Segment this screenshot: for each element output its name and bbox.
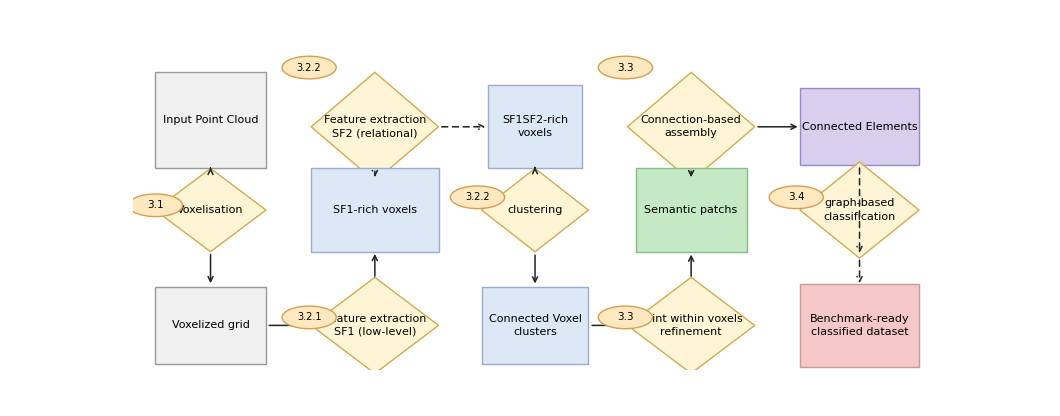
Text: 3.3: 3.3	[617, 62, 634, 72]
Text: Feature extraction
SF1 (low-level): Feature extraction SF1 (low-level)	[323, 314, 426, 337]
FancyBboxPatch shape	[155, 287, 266, 364]
Text: graph-based
classification: graph-based classification	[824, 198, 896, 222]
Ellipse shape	[770, 186, 824, 208]
Polygon shape	[800, 162, 919, 258]
Ellipse shape	[282, 56, 336, 79]
Polygon shape	[628, 277, 755, 374]
FancyBboxPatch shape	[481, 287, 588, 364]
Ellipse shape	[282, 306, 336, 329]
Text: 3.2.1: 3.2.1	[297, 312, 321, 322]
Polygon shape	[481, 168, 588, 252]
Polygon shape	[628, 72, 755, 181]
Text: Input Point Cloud: Input Point Cloud	[163, 115, 259, 125]
Text: Feature extraction
SF2 (relational): Feature extraction SF2 (relational)	[323, 115, 426, 139]
FancyBboxPatch shape	[800, 284, 919, 367]
Text: Connected Elements: Connected Elements	[801, 122, 917, 132]
Text: Benchmark-ready
classified dataset: Benchmark-ready classified dataset	[810, 314, 909, 337]
Text: Voxelisation: Voxelisation	[177, 205, 244, 215]
Text: 3.2.2: 3.2.2	[297, 62, 321, 72]
FancyBboxPatch shape	[155, 72, 266, 168]
Text: 3.3: 3.3	[617, 312, 634, 322]
Text: SF1-rich voxels: SF1-rich voxels	[333, 205, 417, 215]
Polygon shape	[312, 72, 439, 181]
FancyBboxPatch shape	[636, 168, 746, 252]
Text: Point within voxels
refinement: Point within voxels refinement	[639, 314, 743, 337]
FancyBboxPatch shape	[312, 168, 439, 252]
Ellipse shape	[598, 56, 653, 79]
Polygon shape	[155, 168, 266, 252]
FancyBboxPatch shape	[800, 88, 919, 165]
Text: clustering: clustering	[508, 205, 563, 215]
Polygon shape	[312, 277, 439, 374]
Text: SF1SF2-rich
voxels: SF1SF2-rich voxels	[502, 115, 568, 139]
Ellipse shape	[128, 194, 182, 217]
Text: 3.4: 3.4	[788, 192, 805, 202]
Ellipse shape	[598, 306, 653, 329]
Text: Connected Voxel
clusters: Connected Voxel clusters	[489, 314, 582, 337]
Text: 3.2.2: 3.2.2	[465, 192, 490, 202]
Text: 3.1: 3.1	[147, 200, 164, 210]
Text: Voxelized grid: Voxelized grid	[172, 320, 249, 330]
Ellipse shape	[450, 186, 505, 208]
Text: Connection-based
assembly: Connection-based assembly	[640, 115, 742, 139]
FancyBboxPatch shape	[488, 85, 582, 168]
Text: Semantic patchs: Semantic patchs	[644, 205, 738, 215]
